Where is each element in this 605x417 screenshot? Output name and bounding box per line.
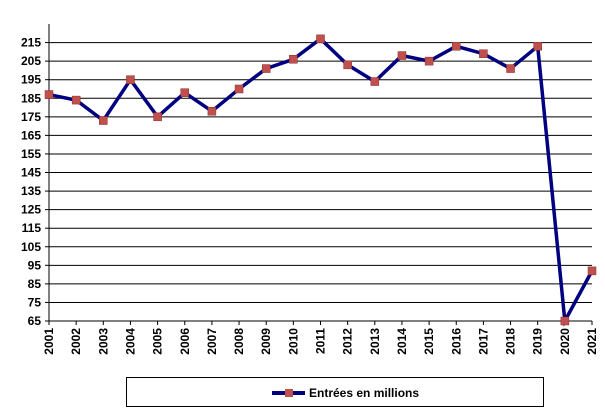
data-point-marker [261, 64, 271, 73]
y-tick-label: 65 [28, 314, 42, 328]
x-tick-label: 2015 [422, 328, 436, 355]
x-tick-label: 2020 [558, 328, 572, 355]
legend-label: Entrées en millions [309, 386, 420, 400]
legend: Entrées en millions [126, 377, 544, 407]
x-tick-label: 2009 [259, 328, 273, 355]
data-point-marker [71, 95, 81, 105]
data-point-marker [126, 75, 135, 84]
y-tick-label: 215 [21, 36, 41, 50]
x-tick-label: 2018 [504, 328, 518, 355]
data-point-marker [587, 266, 597, 276]
data-point-marker [289, 55, 298, 64]
x-tick-label: 2003 [96, 328, 110, 355]
y-tick-label: 165 [21, 128, 41, 142]
data-point-marker [479, 49, 488, 58]
y-tick-label: 155 [21, 147, 41, 161]
data-point-marker [343, 60, 352, 70]
x-tick-label: 2005 [151, 328, 165, 355]
x-tick-label: 2011 [314, 328, 328, 354]
data-point-marker [452, 42, 461, 51]
y-tick-labels: 65 75 85 95 105 115 125 135 145 155 165 175 185 195 20… [21, 36, 41, 328]
x-tick-label: 2007 [205, 328, 219, 355]
data-point-marker [370, 77, 380, 86]
y-tick-label: 125 [21, 203, 41, 217]
x-tick-label: 2017 [476, 328, 490, 355]
data-point-marker [560, 316, 570, 326]
y-tick-label: 135 [21, 184, 41, 198]
data-point-marker [234, 84, 244, 94]
legend-marker [285, 389, 293, 397]
x-tick-label: 2008 [232, 328, 246, 355]
y-tick-label: 105 [21, 240, 41, 254]
legend-swatch-icon [272, 384, 305, 402]
x-tick-label: 2016 [449, 328, 463, 355]
x-tick-label: 2012 [341, 328, 355, 355]
data-point-marker [153, 112, 162, 122]
legend-item: Entrées en millions [272, 384, 419, 402]
y-tick-label: 205 [21, 54, 41, 68]
data-point-marker [424, 56, 434, 66]
data-point-marker [506, 64, 515, 73]
x-tick-label: 2001 [42, 328, 56, 355]
x-tick-label: 2004 [123, 328, 137, 355]
data-point-marker [44, 90, 54, 99]
y-tick-label: 185 [21, 91, 41, 105]
x-tick-label: 2013 [368, 328, 382, 355]
data-point-marker [316, 34, 325, 44]
x-tick-label: 2014 [395, 328, 409, 355]
y-tick-label: 195 [21, 73, 41, 87]
y-tick-label: 85 [28, 277, 42, 291]
axes [45, 24, 593, 325]
x-tick-label: 2002 [69, 328, 83, 355]
data-point-marker [207, 106, 217, 116]
data-points [44, 34, 597, 326]
x-tick-label: 2019 [531, 328, 545, 355]
data-point-marker [180, 88, 189, 97]
y-tick-label: 145 [21, 166, 41, 180]
y-tick-label: 175 [21, 110, 41, 124]
x-tick-label: 2006 [178, 328, 192, 355]
data-point-marker [533, 42, 542, 51]
y-tick-label: 115 [22, 221, 42, 235]
x-tick-label: 2010 [286, 328, 300, 355]
data-point-marker [397, 51, 407, 60]
x-tick-labels: 2001 2002 2003 2004 2005 2006 2007 2008 2009 2010… [42, 328, 599, 355]
grid-lines [49, 42, 592, 303]
x-tick-label: 2021 [585, 328, 599, 355]
y-tick-label: 75 [28, 295, 42, 309]
data-point-marker [99, 116, 108, 125]
y-tick-label: 95 [28, 258, 42, 272]
